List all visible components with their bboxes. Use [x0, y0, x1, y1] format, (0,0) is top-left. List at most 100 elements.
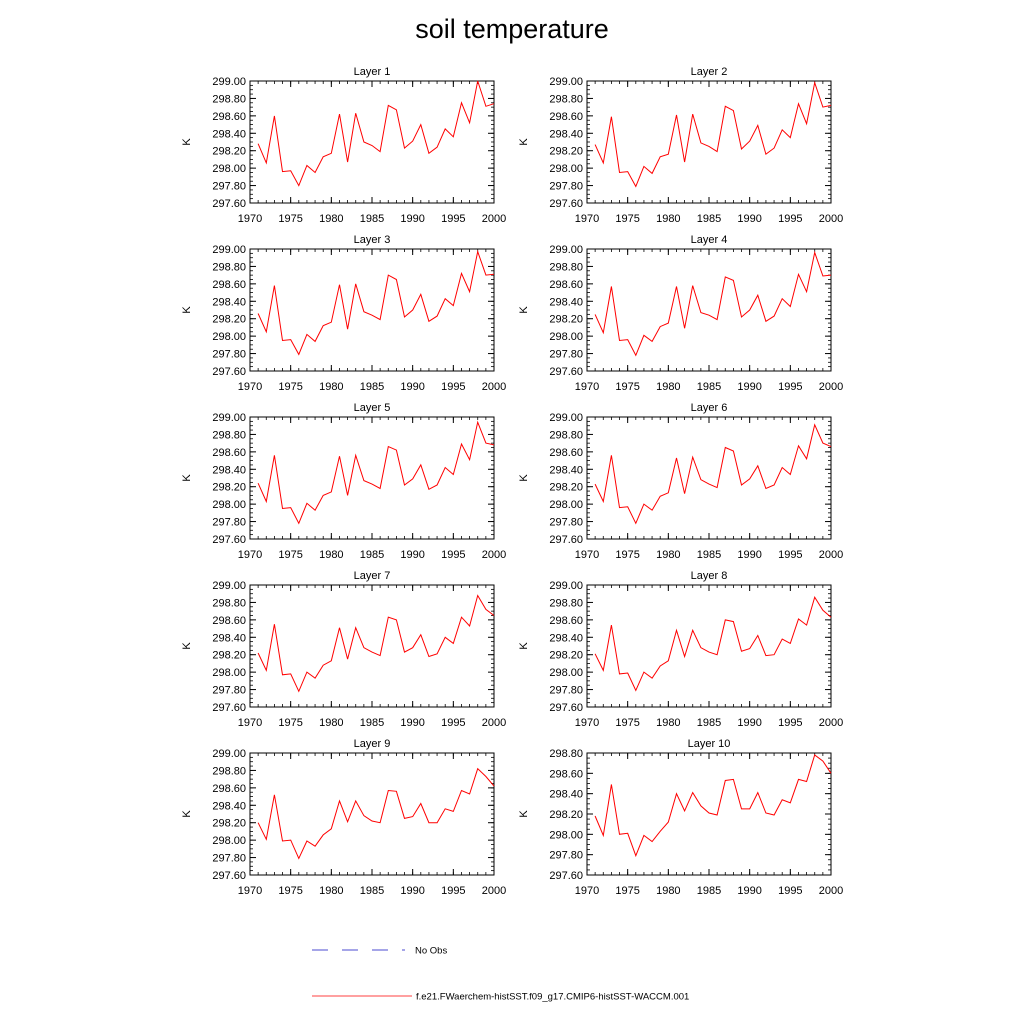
x-tick-label: 1985: [697, 213, 721, 225]
plot-frame: [586, 416, 832, 540]
panel-layer-2: Layer 2 K 1970 1975 1980 1985 1990 1995 2000 297.…: [518, 66, 843, 225]
y-tick-label: 298.40: [212, 800, 246, 812]
y-tick-label: 298.20: [212, 314, 246, 326]
x-tick-label: 1995: [778, 717, 802, 729]
y-tick-label: 298.40: [212, 296, 246, 308]
y-tick-label: 298.00: [549, 331, 583, 343]
y-tick-label: 299.00: [212, 748, 246, 760]
y-tick-label: 299.00: [212, 580, 246, 592]
y-tick-label: 298.00: [549, 667, 583, 679]
x-tick-label: 1985: [697, 549, 721, 561]
y-axis-label: K: [181, 810, 193, 818]
y-axis-label: K: [518, 138, 530, 146]
y-tick-label: 298.40: [549, 296, 583, 308]
y-tick-label: 298.80: [212, 261, 246, 273]
y-tick-label: 297.80: [549, 349, 583, 361]
y-axis-label: K: [181, 474, 193, 482]
panel-layer-7: Layer 7 K 1970 1975 1980 1985 1990 1995 2000 297.…: [181, 570, 506, 729]
y-tick-label: 298.80: [549, 429, 583, 441]
x-tick-label: 1980: [656, 717, 680, 729]
panel-title: Layer 1: [354, 66, 391, 78]
y-tick-label: 298.40: [212, 632, 246, 644]
y-tick-label: 298.80: [212, 93, 246, 105]
y-tick-label: 298.20: [212, 482, 246, 494]
y-tick-label: 298.20: [549, 809, 583, 821]
series-line: [257, 80, 495, 187]
x-tick-label: 1970: [238, 549, 262, 561]
x-tick-label: 1980: [319, 717, 343, 729]
series-line: [594, 423, 832, 525]
x-tick-label: 1970: [575, 885, 599, 897]
y-tick-label: 298.20: [212, 650, 246, 662]
y-tick-label: 298.80: [549, 597, 583, 609]
y-tick-label: 298.40: [549, 789, 583, 801]
y-tick-label: 297.60: [549, 702, 583, 714]
y-tick-label: 298.60: [549, 447, 583, 459]
x-tick-label: 1970: [238, 717, 262, 729]
panel-title: Layer 8: [691, 570, 728, 582]
x-tick-label: 2000: [819, 549, 843, 561]
panel-layer-4: Layer 4 K 1970 1975 1980 1985 1990 1995 2000 297.…: [518, 234, 843, 393]
y-tick-label: 297.80: [212, 349, 246, 361]
x-tick-label: 1985: [697, 717, 721, 729]
y-tick-label: 298.80: [212, 429, 246, 441]
panel-title: Layer 4: [691, 234, 728, 246]
x-tick-label: 1995: [441, 213, 465, 225]
x-tick-label: 1975: [278, 885, 302, 897]
x-tick-label: 1980: [656, 381, 680, 393]
x-tick-label: 1990: [400, 213, 424, 225]
plot-frame: [249, 416, 495, 540]
y-tick-label: 297.60: [212, 702, 246, 714]
panel-layer-6: Layer 6 K 1970 1975 1980 1985 1990 1995 2000 297.…: [518, 402, 843, 561]
y-tick-label: 297.60: [212, 366, 246, 378]
page-title: soil temperature: [415, 14, 609, 44]
y-tick-label: 299.00: [549, 412, 583, 424]
x-tick-label: 1990: [400, 885, 424, 897]
panel-layer-8: Layer 8 K 1970 1975 1980 1985 1990 1995 2000 297.…: [518, 570, 843, 729]
y-tick-label: 297.80: [212, 181, 246, 193]
y-tick-label: 299.00: [549, 244, 583, 256]
x-tick-label: 1980: [656, 213, 680, 225]
x-tick-label: 1995: [778, 213, 802, 225]
y-tick-label: 298.40: [212, 128, 246, 140]
x-tick-label: 1975: [615, 549, 639, 561]
y-tick-label: 298.80: [212, 597, 246, 609]
x-tick-label: 1990: [737, 213, 761, 225]
y-tick-label: 297.80: [549, 685, 583, 697]
y-tick-label: 297.60: [212, 870, 246, 882]
x-tick-label: 1990: [400, 717, 424, 729]
x-tick-label: 1995: [441, 381, 465, 393]
y-tick-label: 298.20: [212, 818, 246, 830]
y-tick-label: 298.20: [549, 146, 583, 158]
series-line: [257, 249, 495, 356]
x-tick-label: 1985: [360, 717, 384, 729]
series-line: [594, 80, 832, 188]
y-tick-label: 297.80: [549, 181, 583, 193]
y-axis-label: K: [181, 642, 193, 650]
x-tick-label: 1980: [656, 549, 680, 561]
x-tick-label: 1975: [278, 213, 302, 225]
y-tick-label: 298.60: [212, 111, 246, 123]
y-tick-label: 298.00: [549, 163, 583, 175]
y-tick-label: 298.40: [549, 632, 583, 644]
x-tick-label: 1970: [238, 213, 262, 225]
plot-frame: [586, 80, 832, 204]
y-tick-label: 298.00: [212, 835, 246, 847]
x-tick-label: 1990: [400, 381, 424, 393]
y-tick-label: 298.00: [212, 667, 246, 679]
x-tick-label: 1970: [238, 381, 262, 393]
x-tick-label: 1980: [319, 549, 343, 561]
x-tick-label: 1970: [575, 717, 599, 729]
panel-title: Layer 2: [691, 66, 728, 78]
x-tick-label: 1970: [575, 549, 599, 561]
x-tick-label: 1970: [575, 381, 599, 393]
x-tick-label: 1995: [778, 885, 802, 897]
y-tick-label: 298.60: [212, 279, 246, 291]
y-tick-label: 298.60: [212, 615, 246, 627]
y-tick-label: 298.00: [549, 829, 583, 841]
x-tick-label: 1985: [697, 885, 721, 897]
y-tick-label: 298.20: [212, 146, 246, 158]
y-tick-label: 298.60: [549, 615, 583, 627]
y-tick-label: 298.40: [549, 464, 583, 476]
